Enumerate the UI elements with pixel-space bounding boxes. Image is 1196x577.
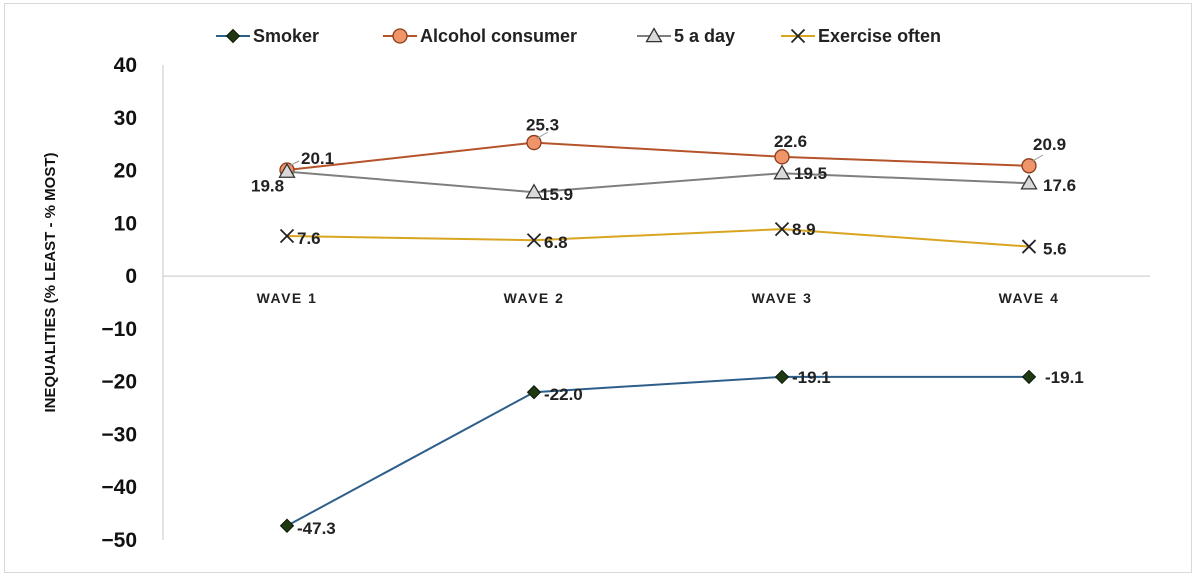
y-tick-label: −30: [101, 423, 137, 446]
series-group: [278, 134, 1038, 533]
legend-item: Exercise often: [781, 26, 941, 46]
marker-x-stroke: [279, 228, 295, 244]
data-label: 20.1: [301, 149, 334, 168]
data-label: 19.5: [794, 164, 827, 183]
y-tick-label: −40: [101, 476, 137, 499]
marker-x-stroke: [526, 233, 542, 248]
data-label: 20.9: [1033, 135, 1066, 154]
marker-triangle: [1020, 174, 1038, 190]
marker-x: [526, 233, 542, 248]
y-tick-label: 0: [125, 265, 137, 288]
data-label: 8.9: [792, 220, 816, 239]
y-axis-title: INEQUALITIES (% LEAST - % MOST): [42, 152, 59, 412]
y-tick-label: 20: [114, 160, 137, 183]
data-label: 22.6: [774, 132, 807, 151]
series-line-5-a-day: [286, 170, 1030, 194]
axes: 40 30 20 10 0 −10 −20 −30 −40 −50 WAVE 1 WAVE 2 WAVE…: [42, 54, 1150, 552]
y-tick-label: 30: [114, 107, 137, 130]
data-label: 25.3: [526, 116, 559, 135]
data-label: 15.9: [540, 185, 573, 204]
series-line-alcohol-consumer: [286, 141, 1030, 172]
y-tick-label: 10: [114, 212, 137, 235]
x-tick-label: WAVE 2: [504, 290, 565, 306]
x-tick-label: WAVE 3: [752, 290, 813, 306]
leader-line: [535, 131, 549, 140]
legend-item: 5 a day: [637, 26, 735, 46]
marker-x: [279, 228, 295, 244]
data-label: -22.0: [544, 385, 583, 404]
marker-x-stroke: [774, 222, 790, 237]
leader-line: [1030, 154, 1044, 163]
marker-triangle: [645, 27, 663, 43]
data-label: -47.3: [297, 519, 336, 538]
marker-diamond: [774, 369, 790, 385]
data-label: -19.1: [792, 368, 831, 387]
marker-x: [1021, 239, 1037, 254]
data-label: 19.8: [251, 177, 284, 196]
x-tick-label: WAVE 4: [999, 290, 1060, 306]
marker-triangle: [773, 164, 791, 180]
marker-x: [774, 222, 790, 237]
marker-x: [790, 28, 806, 44]
marker-circle: [1021, 158, 1037, 174]
legend-label: Alcohol consumer: [420, 26, 577, 46]
data-label: -19.1: [1045, 368, 1084, 387]
data-label: 17.6: [1043, 176, 1076, 195]
data-label: 5.6: [1043, 240, 1067, 259]
y-tick-label: −10: [101, 318, 137, 341]
marker-diamond: [225, 28, 241, 44]
series-line-smoker: [286, 375, 1029, 527]
marker-triangle: [278, 162, 296, 178]
marker-x-stroke: [790, 28, 806, 44]
y-tick-label: 40: [114, 54, 137, 77]
marker-circle: [392, 28, 408, 44]
leader-line: [288, 160, 300, 167]
marker-diamond: [526, 385, 542, 400]
data-labels: -47.3 -22.0 -19.1 -19.1 20.1 25.3 22.6 20.9 19.8…: [251, 116, 1084, 538]
marker-circle: [774, 149, 790, 165]
legend: Smoker Alcohol consumer 5 a day Exercise of…: [216, 26, 941, 46]
marker-circle: [526, 134, 542, 151]
data-label: 6.8: [544, 233, 568, 252]
marker-triangle: [525, 183, 543, 199]
y-tick-label: −50: [101, 529, 137, 552]
legend-item: Smoker: [216, 26, 319, 46]
marker-x-stroke: [1021, 239, 1037, 254]
legend-label: 5 a day: [674, 26, 735, 46]
legend-label: Smoker: [253, 26, 319, 46]
x-tick-label: WAVE 1: [257, 290, 318, 306]
legend-label: Exercise often: [818, 26, 941, 46]
marker-diamond: [279, 518, 295, 533]
chart-frame: [4, 3, 1192, 573]
series-line-exercise-often: [286, 228, 1030, 248]
data-label: 7.6: [297, 229, 321, 248]
marker-diamond: [1021, 369, 1037, 385]
y-tick-label: −20: [101, 371, 137, 394]
legend-item: Alcohol consumer: [383, 26, 577, 46]
